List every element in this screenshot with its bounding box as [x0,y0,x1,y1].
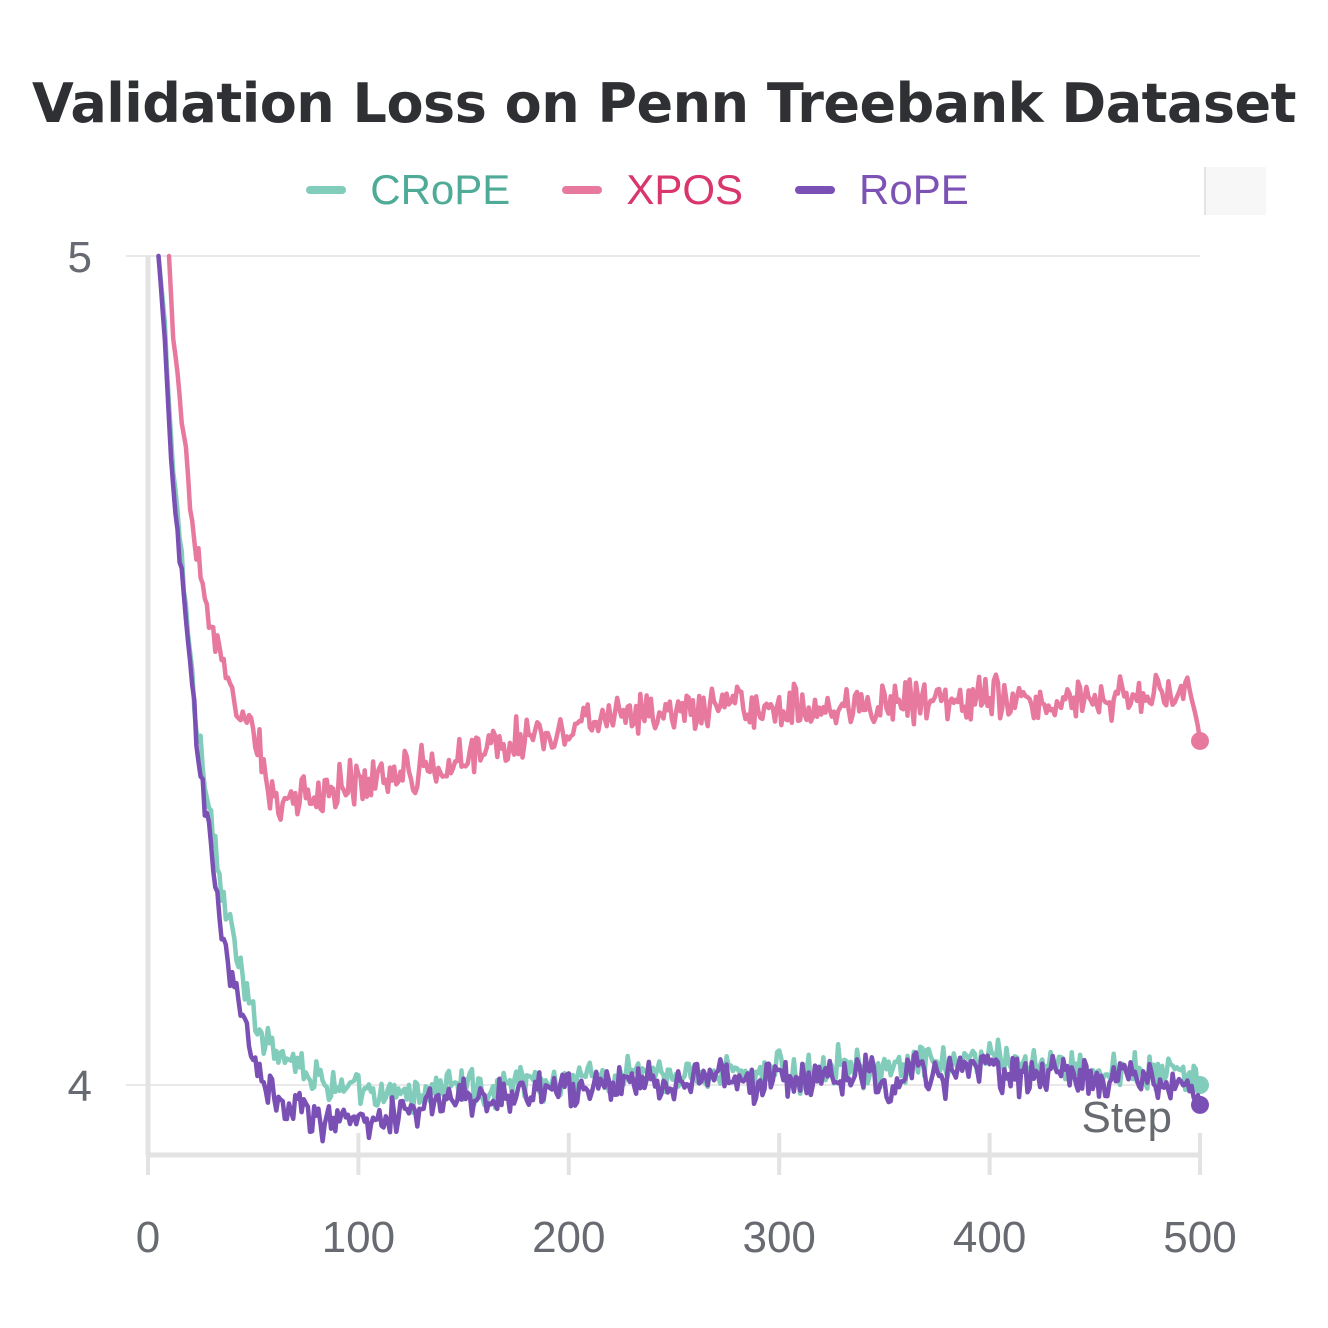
legend-swatch-xpos [562,186,603,194]
x-tick-label-100: 100 [322,1213,395,1262]
chart-legend: CRoPE XPOS RoPE [0,166,1275,214]
legend-label-xpos: XPOS [626,166,744,213]
y-tick-label-5: 5 [68,233,92,282]
series-line-crope [156,253,1203,1115]
series-end-marker-crope [1191,1076,1209,1094]
chart-title: Validation Loss on Penn Treebank Dataset [31,72,1297,135]
series-end-marker-rope [1191,1095,1209,1114]
x-axis-label: Step [1081,1093,1172,1142]
y-tick-label-4: 4 [68,1062,92,1111]
legend-label-rope: RoPE [859,166,969,213]
label-layer: 4 5 0 100 200 300 400 500 Step [68,233,1237,1262]
series-line-rope [156,253,1203,1144]
x-tick-label-500: 500 [1163,1213,1236,1262]
axis-layer [145,256,1202,1175]
legend-item-xpos[interactable]: XPOS [562,166,743,214]
legend-item-rope[interactable]: RoPE [795,166,969,214]
series-line-xpos [166,253,1203,822]
legend-scroll-box[interactable] [1204,167,1266,215]
series-layer [156,253,1209,1144]
x-tick-label-300: 300 [742,1213,815,1262]
legend-swatch-rope [795,186,836,194]
legend-item-crope[interactable]: CRoPE [306,166,510,214]
x-tick-label-400: 400 [953,1213,1026,1262]
legend-label-crope: CRoPE [370,166,511,213]
series-end-marker-xpos [1191,731,1209,750]
legend-swatch-crope [306,186,347,194]
x-tick-label-0: 0 [136,1213,160,1262]
grid-layer [126,255,1200,1086]
x-tick-label-200: 200 [532,1213,605,1262]
